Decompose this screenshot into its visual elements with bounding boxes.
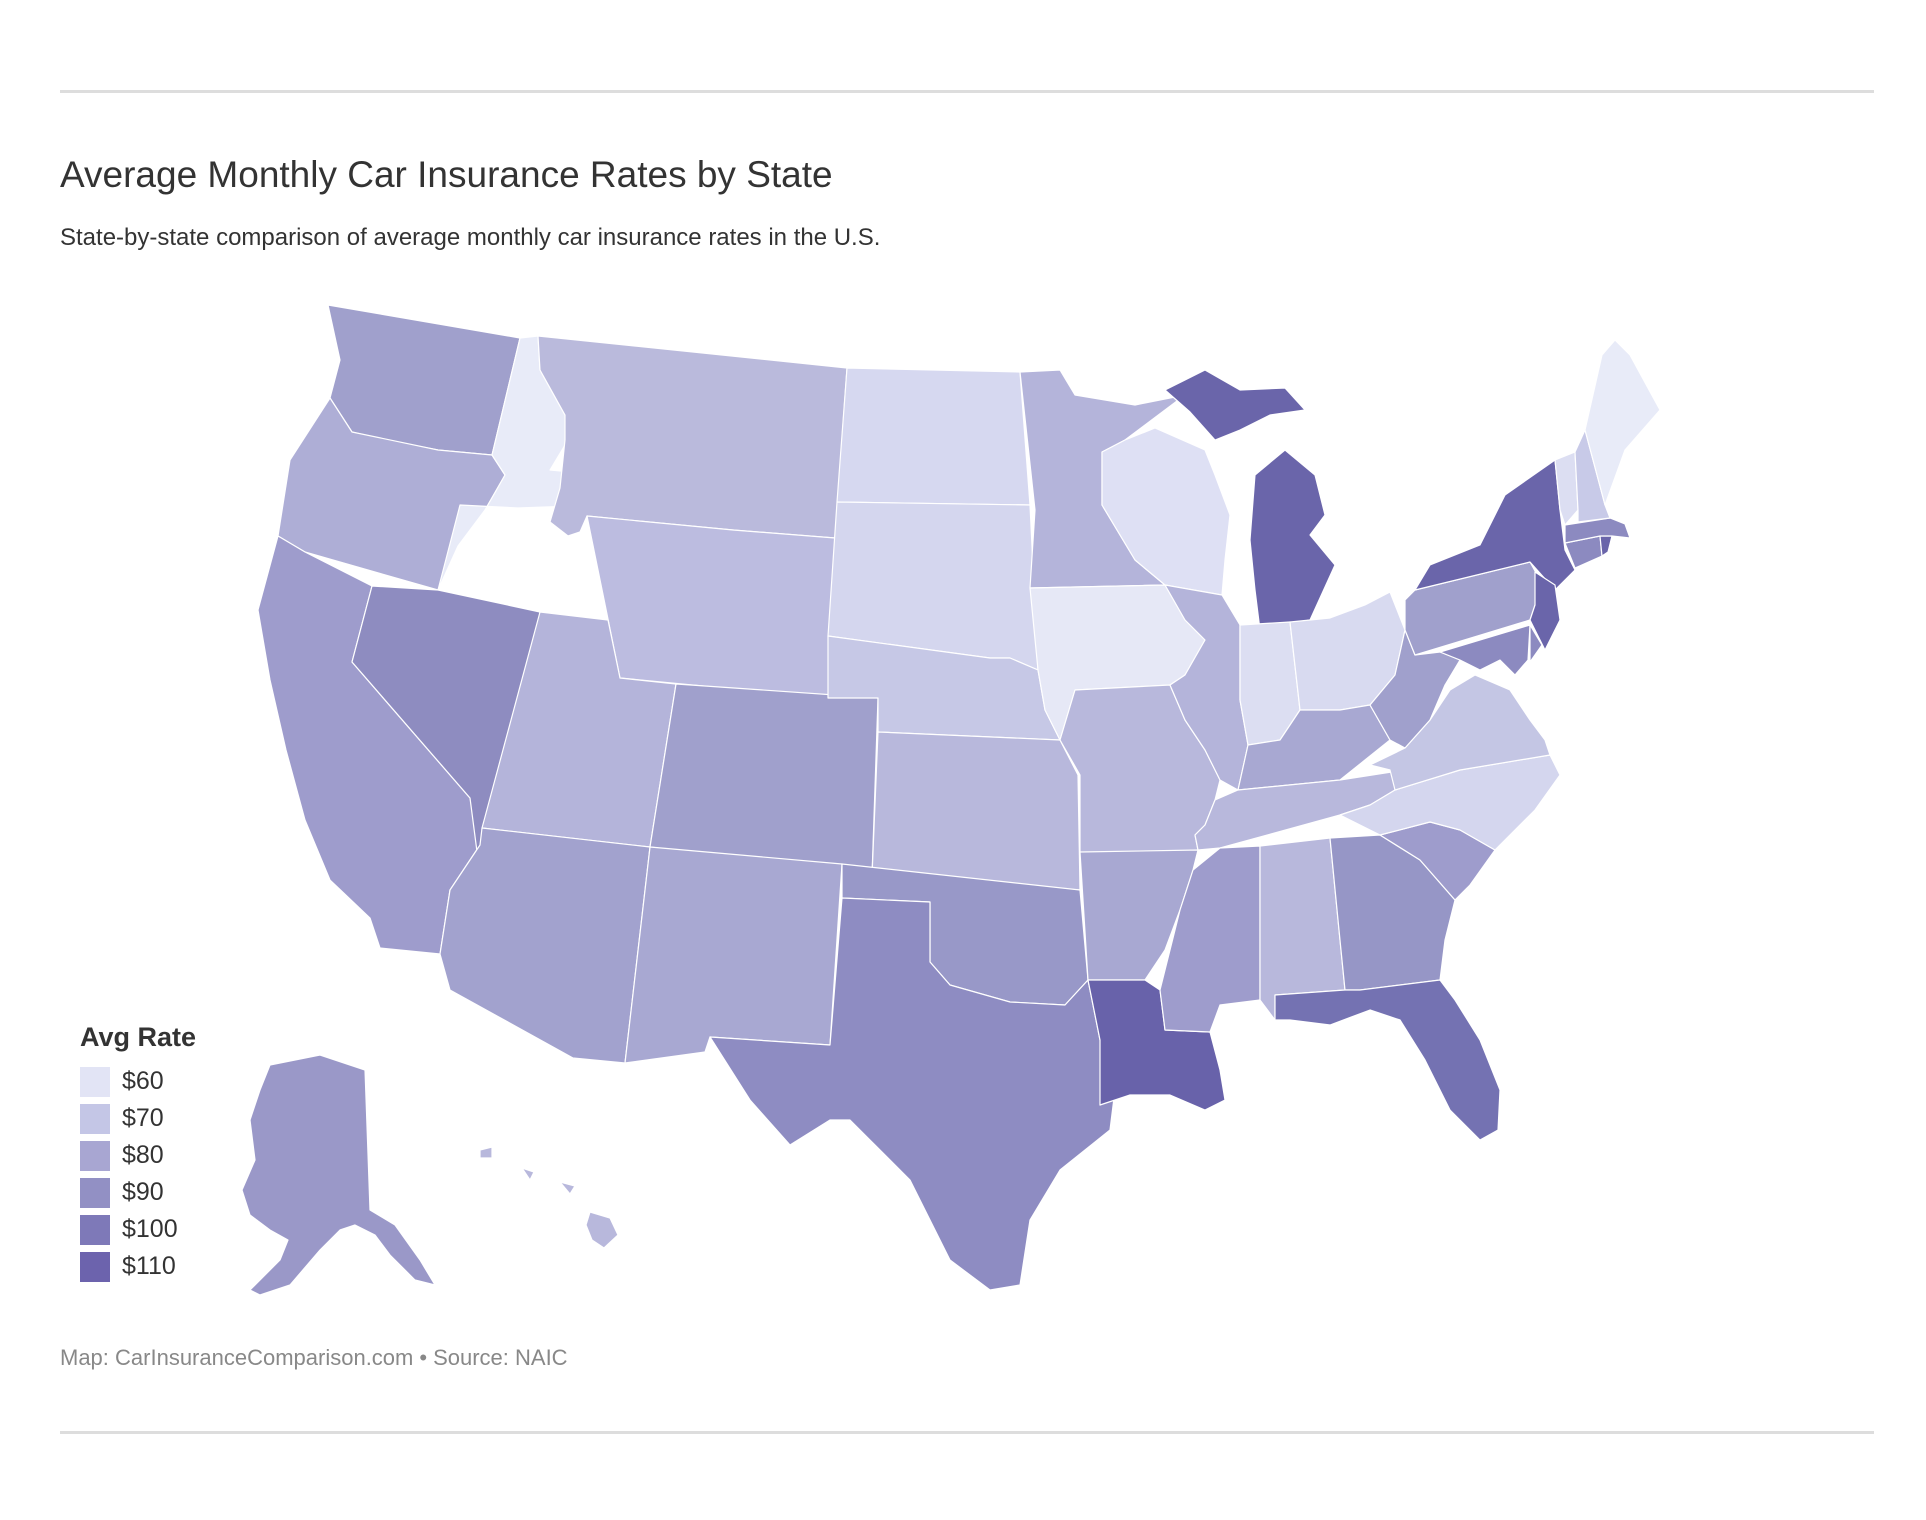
us-map-svg bbox=[241, 304, 1661, 1296]
legend-label: $70 bbox=[122, 1104, 164, 1132]
legend-swatch bbox=[80, 1251, 110, 1282]
bottom-divider bbox=[60, 1431, 1874, 1434]
legend-item: $100 bbox=[80, 1211, 196, 1248]
page-title: Average Monthly Car Insurance Rates by S… bbox=[60, 154, 833, 195]
legend-label: $80 bbox=[122, 1141, 164, 1169]
source-credit: Map: CarInsuranceComparison.com • Source: … bbox=[60, 1345, 568, 1371]
legend-item: $60 bbox=[80, 1063, 196, 1100]
legend-item: $110 bbox=[80, 1248, 196, 1285]
state-CO[interactable] bbox=[649, 683, 879, 877]
legend-title: Avg Rate bbox=[80, 1022, 197, 1052]
state-NM[interactable] bbox=[624, 846, 843, 1064]
state-DE[interactable] bbox=[1529, 624, 1543, 663]
credit-separator: • bbox=[419, 1345, 428, 1370]
legend-swatch bbox=[80, 1066, 110, 1097]
state-TX[interactable] bbox=[709, 897, 1116, 1291]
legend-label: $60 bbox=[122, 1067, 164, 1095]
top-divider bbox=[60, 90, 1874, 93]
data-source: Source: NAIC bbox=[433, 1345, 568, 1370]
state-ME[interactable] bbox=[1584, 339, 1661, 506]
state-AZ[interactable] bbox=[439, 827, 651, 1064]
legend-swatch bbox=[80, 1140, 110, 1171]
state-NC[interactable] bbox=[1339, 754, 1561, 851]
legend-swatch bbox=[80, 1177, 110, 1208]
us-map bbox=[230, 300, 1830, 1300]
state-MT[interactable] bbox=[537, 335, 848, 539]
state-NY[interactable] bbox=[1414, 459, 1576, 591]
map-legend: Avg Rate $60 $70 $80 $90 $100 $110 bbox=[80, 1022, 196, 1285]
map-credit: Map: CarInsuranceComparison.com bbox=[60, 1345, 414, 1370]
legend-item: $80 bbox=[80, 1137, 196, 1174]
state-KS[interactable] bbox=[871, 731, 1081, 891]
state-MI[interactable] bbox=[1164, 369, 1336, 631]
state-FL[interactable] bbox=[1274, 979, 1501, 1141]
state-AK[interactable] bbox=[241, 1054, 436, 1296]
state-RI[interactable] bbox=[1599, 535, 1613, 557]
legend-item: $70 bbox=[80, 1100, 196, 1137]
state-HI[interactable] bbox=[479, 1146, 619, 1249]
legend-swatch bbox=[80, 1103, 110, 1134]
legend-items: $60 $70 $80 $90 $100 $110 bbox=[80, 1063, 196, 1285]
state-MS[interactable] bbox=[1159, 845, 1261, 1033]
state-MA[interactable] bbox=[1564, 517, 1631, 544]
legend-item: $90 bbox=[80, 1174, 196, 1211]
state-NJ[interactable] bbox=[1529, 571, 1561, 651]
state-VT[interactable] bbox=[1554, 451, 1579, 526]
state-ND[interactable] bbox=[836, 367, 1031, 506]
state-WI[interactable] bbox=[1101, 427, 1231, 596]
legend-label: $110 bbox=[122, 1252, 176, 1280]
legend-label: $90 bbox=[122, 1178, 164, 1206]
page-subtitle: State-by-state comparison of average mon… bbox=[60, 224, 881, 251]
legend-label: $100 bbox=[122, 1215, 178, 1243]
state-WY[interactable] bbox=[586, 515, 836, 699]
legend-swatch bbox=[80, 1214, 110, 1245]
